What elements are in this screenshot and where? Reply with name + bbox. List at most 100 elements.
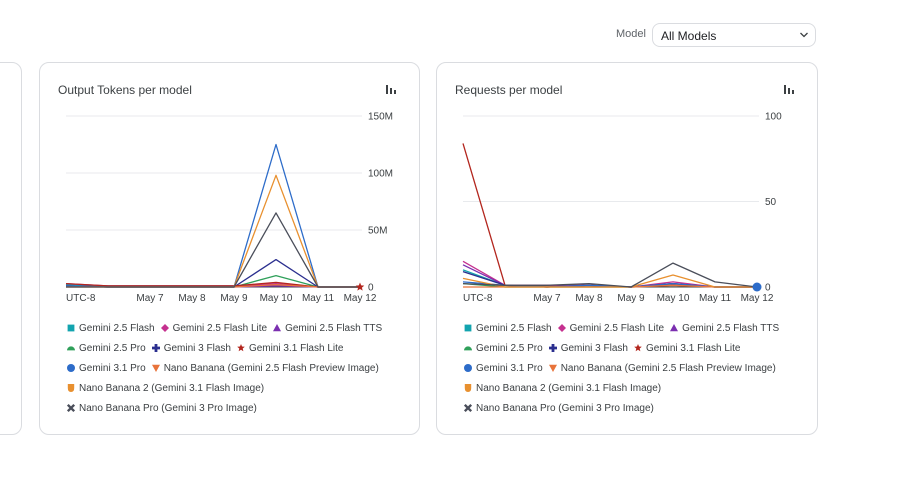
- square-marker-icon: [464, 324, 472, 332]
- bar-chart-icon[interactable]: [783, 83, 795, 95]
- legend-label: Gemini 2.5 Flash: [476, 322, 552, 334]
- series-line-gemini-2-5-flash-lite: [462, 260, 757, 288]
- square-marker-icon: [67, 324, 75, 332]
- legend-item-nano-banana-pro-gemini-3-pro-image[interactable]: Nano Banana Pro (Gemini 3 Pro Image): [66, 403, 257, 414]
- legend-item-gemini-2-5-pro[interactable]: Gemini 2.5 Pro: [463, 343, 543, 354]
- semicircle-marker-icon: [67, 346, 75, 351]
- legend-row: Gemini 2.5 Flash Gemini 2.5 Flash Lite Gem…: [66, 318, 416, 338]
- legend-label: Gemini 3.1 Flash Lite: [645, 342, 741, 354]
- x-tick-label: May 11: [302, 293, 334, 304]
- legend-item-gemini-2-5-flash-tts[interactable]: Gemini 2.5 Flash TTS: [272, 323, 382, 334]
- star-marker-icon: [237, 344, 245, 352]
- series-line-nano-banana-2-gemini-3-1-flash-image: [462, 274, 757, 288]
- legend-item-gemini-3-flash[interactable]: Gemini 3 Flash: [548, 343, 628, 354]
- legend-label: Nano Banana 2 (Gemini 3.1 Flash Image): [476, 382, 662, 394]
- series-line-gemini-2-5-flash: [462, 269, 757, 288]
- plus-marker-icon: [151, 344, 160, 352]
- model-select[interactable]: All Models: [652, 23, 816, 47]
- legend-label: Gemini 2.5 Pro: [79, 342, 146, 354]
- legend-item-gemini-2-5-flash-lite[interactable]: Gemini 2.5 Flash Lite: [160, 323, 267, 334]
- legend-item-gemini-2-5-flash[interactable]: Gemini 2.5 Flash: [463, 323, 552, 334]
- bar-chart-icon[interactable]: [385, 83, 397, 95]
- legend-label: Gemini 3.1 Flash Lite: [248, 342, 344, 354]
- legend-label: Nano Banana Pro (Gemini 3 Pro Image): [476, 402, 654, 414]
- plus-marker-icon: [548, 344, 557, 352]
- diamond-marker-icon: [557, 324, 566, 332]
- legend-row: Gemini 2.5 Pro Gemini 3 Flash Gemini 3.1 F…: [463, 338, 813, 358]
- legend-label: Gemini 2.5 Flash TTS: [682, 322, 780, 334]
- legend-label: Nano Banana (Gemini 2.5 Flash Preview Im…: [163, 362, 379, 374]
- legend-item-gemini-2-5-pro[interactable]: Gemini 2.5 Pro: [66, 343, 146, 354]
- output-tokens-plot: 0 50M 100M 150M UTC-8 May 7 May 8 May 9 May 10 Ma…: [65, 112, 393, 304]
- legend-label: Gemini 3 Flash: [560, 342, 628, 354]
- y-tick-label: 0: [368, 283, 374, 294]
- output-tokens-title: Output Tokens per model: [58, 83, 192, 97]
- legend-label: Gemini 3.1 Pro: [79, 362, 146, 374]
- previous-chart-card: [0, 62, 22, 435]
- x-tick-label: May 11: [699, 293, 731, 304]
- legend-item-nano-banana-2-gemini-3-1-flash-image[interactable]: Nano Banana 2 (Gemini 3.1 Flash Image): [66, 383, 264, 394]
- shield-marker-icon: [464, 384, 472, 392]
- legend-item-gemini-3-flash[interactable]: Gemini 3 Flash: [151, 343, 231, 354]
- legend-label: Nano Banana 2 (Gemini 3.1 Flash Image): [79, 382, 265, 394]
- x-tick-label: May 8: [575, 293, 603, 304]
- legend-label: Gemini 2.5 Flash Lite: [569, 322, 665, 334]
- x-tick-label: May 9: [220, 293, 248, 304]
- diamond-marker-icon: [160, 324, 169, 332]
- legend-item-gemini-2-5-flash[interactable]: Gemini 2.5 Flash: [66, 323, 155, 334]
- legend-label: Gemini 2.5 Flash TTS: [285, 322, 383, 334]
- legend-item-gemini-2-5-flash-tts[interactable]: Gemini 2.5 Flash TTS: [669, 323, 779, 334]
- requests-title: Requests per model: [455, 83, 563, 97]
- legend-item-gemini-3-1-pro[interactable]: Gemini 3.1 Pro: [66, 363, 146, 374]
- series-line-gemini-2-5-flash-tts: [462, 264, 757, 288]
- legend-label: Gemini 2.5 Flash: [79, 322, 155, 334]
- legend-item-gemini-3-1-pro[interactable]: Gemini 3.1 Pro: [463, 363, 543, 374]
- legend-item-nano-banana-gemini-2-5-flash-preview-image[interactable]: Nano Banana (Gemini 2.5 Flash Preview Im…: [151, 363, 379, 374]
- legend-item-gemini-2-5-flash-lite[interactable]: Gemini 2.5 Flash Lite: [557, 322, 665, 334]
- semicircle-marker-icon: [464, 346, 472, 351]
- x-marker-icon: [66, 403, 76, 413]
- requests-card: Requests per model 0 50 100 UTC-8 May 7 May 8…: [436, 62, 818, 435]
- series-line-gemini-3-1-flash-lite: [462, 143, 757, 288]
- legend-item-gemini-3-1-flash-lite[interactable]: Gemini 3.1 Flash Lite: [236, 342, 344, 354]
- x-tick-label: UTC-8: [66, 293, 96, 304]
- y-tick-label: 0: [765, 283, 771, 294]
- model-filter-label: Model: [616, 28, 646, 40]
- legend-item-nano-banana-2-gemini-3-1-flash-image[interactable]: Nano Banana 2 (Gemini 3.1 Flash Image): [463, 383, 661, 394]
- x-tick-label: May 12: [344, 293, 377, 304]
- legend-label: Nano Banana (Gemini 2.5 Flash Preview Im…: [560, 362, 776, 374]
- legend-label: Nano Banana Pro (Gemini 3 Pro Image): [79, 402, 257, 414]
- y-tick-label: 50M: [368, 226, 387, 237]
- legend-label: Gemini 3.1 Pro: [476, 362, 543, 374]
- circle-marker-icon: [464, 364, 472, 372]
- x-tick-label: May 10: [657, 293, 690, 304]
- triangle-down-marker-icon: [151, 364, 160, 372]
- legend-row: Gemini 3.1 Pro Nano Banana (Gemini 2.5 Fl…: [66, 358, 416, 378]
- legend-item-nano-banana-pro-gemini-3-pro-image[interactable]: Nano Banana Pro (Gemini 3 Pro Image): [463, 403, 654, 414]
- requests-plot: 0 50 100 UTC-8 May 7 May 8 May 9 May 10 May 11 Ma…: [462, 112, 782, 304]
- y-tick-label: 100: [765, 112, 782, 123]
- legend-item-nano-banana-gemini-2-5-flash-preview-image[interactable]: Nano Banana (Gemini 2.5 Flash Preview Im…: [548, 363, 776, 374]
- series-line-nano-banana-2-gemini-3-1-flash-image: [66, 174, 360, 288]
- output-tokens-legend: Gemini 2.5 Flash Gemini 2.5 Flash Lite Gem…: [66, 318, 416, 418]
- x-marker-icon: [463, 403, 473, 413]
- x-tick-label: May 7: [136, 293, 164, 304]
- legend-item-gemini-3-1-flash-lite[interactable]: Gemini 3.1 Flash Lite: [633, 342, 741, 354]
- x-tick-label: May 7: [533, 293, 561, 304]
- legend-row: Nano Banana Pro (Gemini 3 Pro Image): [463, 398, 813, 418]
- triangle-down-marker-icon: [548, 364, 557, 372]
- legend-label: Gemini 3 Flash: [163, 342, 231, 354]
- legend-row: Nano Banana 2 (Gemini 3.1 Flash Image): [66, 378, 416, 398]
- requests-legend: Gemini 2.5 Flash Gemini 2.5 Flash Lite Gem…: [463, 318, 813, 418]
- x-tick-label: May 10: [260, 293, 293, 304]
- y-tick-label: 50: [765, 197, 777, 208]
- end-point-marker: [752, 282, 762, 292]
- series-line-gemini-3-1-pro: [65, 143, 360, 288]
- circle-marker-icon: [67, 364, 75, 372]
- series-line-nano-banana-pro-gemini-3-pro-image: [462, 262, 758, 288]
- end-point-marker: [355, 282, 365, 291]
- x-tick-label: May 12: [741, 293, 774, 304]
- triangle-marker-icon: [273, 324, 282, 332]
- output-tokens-card: Output Tokens per model 0 50M 100M 150M UTC-…: [39, 62, 420, 435]
- x-tick-label: UTC-8: [463, 293, 493, 304]
